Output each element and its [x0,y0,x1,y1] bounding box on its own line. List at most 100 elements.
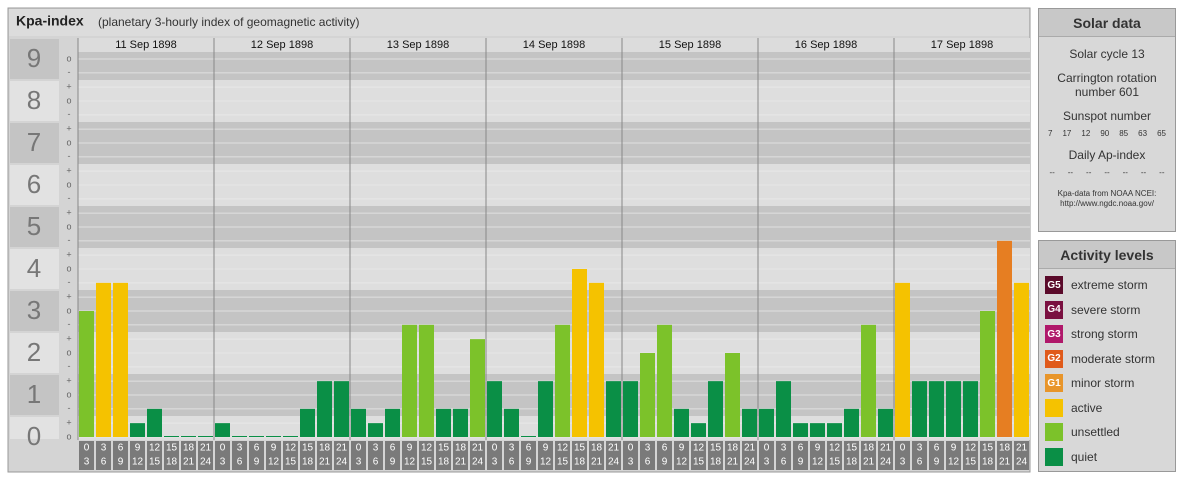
hour-start: 3 [917,443,923,454]
minor-tick-label: + [66,124,71,134]
hour-start: 18 [999,443,1011,454]
kp-bar [266,436,281,437]
hour-start: 6 [934,443,940,454]
level-swatch: G5 [1045,276,1063,295]
kp-bar [708,381,723,437]
y-label-box [10,39,59,79]
minor-tick-label: + [66,166,71,176]
date-label: 15 Sep 1898 [659,39,721,51]
hour-end: 15 [965,457,977,468]
kp-bar [385,408,400,437]
hour-start: 6 [526,443,532,454]
level-label: strong storm [1071,327,1138,342]
hour-cell [419,441,434,470]
hour-end: 15 [421,457,433,468]
hour-start: 0 [356,443,362,454]
kp-bar [113,282,128,437]
hour-end: 24 [200,457,212,468]
level-label: quiet [1071,449,1098,464]
minor-tick-label: - [68,361,71,371]
level-label: moderate storm [1071,351,1156,366]
kp-bar [249,436,264,437]
level-swatch: G3 [1045,325,1063,344]
kp-bar [453,408,468,437]
kp-bar [487,381,502,437]
hour-cell [487,441,502,470]
date-label: 11 Sep 1898 [115,39,177,51]
kp-bar [725,353,740,437]
y-label-box [10,291,59,331]
hour-end: 24 [608,457,620,468]
kp-bar [181,436,196,437]
y-tick-label: 6 [27,169,41,199]
kp-bar [844,408,859,437]
kp-bar [589,282,604,437]
y-tick-label: 3 [27,295,41,325]
hour-start: 18 [319,443,331,454]
solar-title: Solar data [1039,9,1175,37]
hour-start: 9 [679,443,685,454]
hour-end: 24 [336,457,348,468]
hour-cell [725,441,740,470]
y-label-box [10,123,59,163]
y-tick-label: 8 [27,85,41,115]
hour-end: 9 [526,457,532,468]
hour-start: 21 [608,443,620,454]
levels-list: G5 extreme storm G4 severe storm G3 strong st… [1039,269,1175,469]
minor-tick-label: + [66,334,71,344]
hour-start: 21 [200,443,212,454]
level-row: G5 extreme storm [1039,273,1175,298]
hour-end: 18 [846,457,858,468]
hour-cell [521,441,536,470]
title: Kpa-index [16,13,84,29]
level-swatch: G2 [1045,349,1063,368]
minor-tick-label: o [66,305,71,315]
hour-end: 3 [764,457,770,468]
sunspot-value: 7 [1048,129,1053,138]
y-tick-label: 1 [27,379,41,409]
kp-bar [147,408,162,437]
y-tick-label: 5 [27,211,41,241]
hour-end: 12 [812,457,824,468]
hour-end: 18 [302,457,314,468]
hour-end: 12 [540,457,552,468]
minor-tick-label: + [66,250,71,260]
sunspot-value: 65 [1157,129,1166,138]
hour-end: 15 [557,457,569,468]
source-url: http://www.ngdc.noaa.gov/ [1060,199,1154,208]
carrington: Carrington rotation number 601 [1057,71,1157,99]
sunspot-value: 17 [1062,129,1072,138]
hour-end: 12 [676,457,688,468]
hour-end: 24 [472,457,484,468]
hour-cell [385,441,400,470]
hour-start: 3 [101,443,107,454]
hour-cell [453,441,468,470]
hour-cell [589,441,604,470]
hour-start: 9 [815,443,821,454]
hour-cell [300,441,315,470]
y-tick-label: 4 [27,253,41,283]
kp-bar [317,381,332,437]
hour-cell [317,441,332,470]
hour-end: 21 [863,457,875,468]
level-label: extreme storm [1071,278,1148,293]
date-label: 14 Sep 1898 [523,39,585,51]
hour-end: 3 [628,457,634,468]
hour-cell [657,441,672,470]
hour-cell [436,441,451,470]
hour-end: 3 [220,457,226,468]
hour-end: 3 [84,457,90,468]
hour-cell [810,441,825,470]
hour-cell [691,441,706,470]
y-label-box [10,333,59,373]
hour-cell [470,441,485,470]
hour-cell [980,441,995,470]
kp-bar [691,423,706,437]
hour-end: 24 [1016,457,1028,468]
level-row: G3 strong storm [1039,322,1175,347]
hour-start: 12 [965,443,977,454]
hour-cell [1014,441,1029,470]
kp-bar [929,381,944,437]
level-row: active [1039,396,1175,421]
kp-bar [912,381,927,437]
